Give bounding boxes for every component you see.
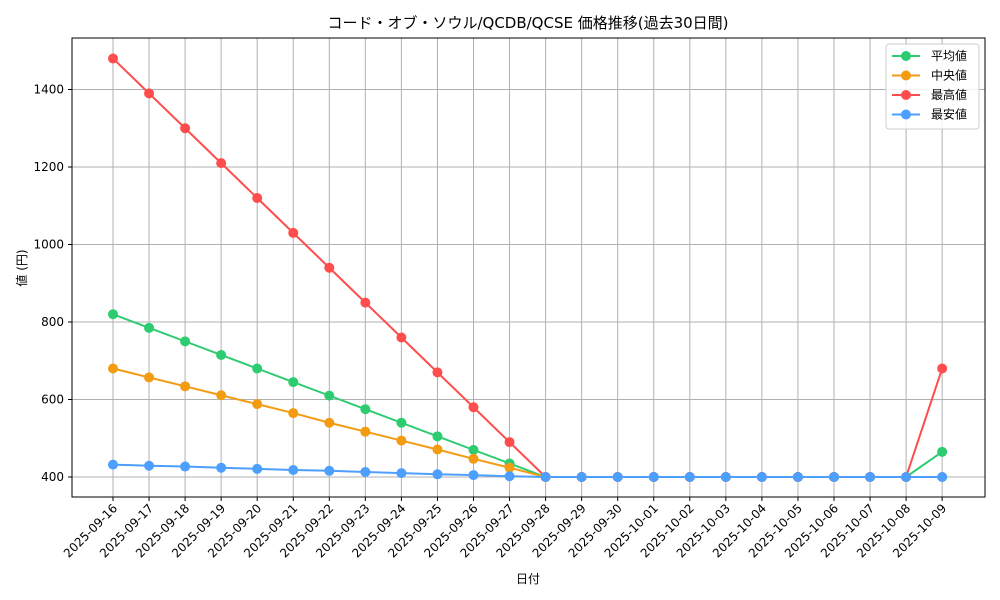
data-point: [468, 453, 479, 464]
data-point: [684, 472, 695, 482]
data-point: [504, 437, 515, 448]
data-point: [252, 363, 263, 374]
data-point: [937, 472, 948, 482]
data-point: [108, 459, 118, 470]
data-point: [829, 472, 839, 482]
data-point: [180, 123, 191, 134]
y-axis-label: 値 (円): [14, 249, 29, 286]
y-tick-label: 400: [41, 470, 64, 484]
data-point: [504, 471, 515, 482]
data-point: [756, 472, 767, 482]
y-tick-label: 1200: [33, 160, 64, 174]
data-point: [144, 322, 155, 333]
chart-title: コード・オブ・ソウル/QCDB/QCSE 価格推移(過去30日間): [327, 14, 728, 32]
data-point: [576, 472, 587, 482]
series-layer: [108, 53, 948, 482]
data-point: [324, 390, 335, 401]
x-axis: 2025-09-162025-09-172025-09-182025-09-19…: [61, 497, 949, 560]
legend-marker-icon: [901, 70, 911, 81]
data-point: [432, 469, 443, 480]
legend-marker-icon: [901, 51, 911, 61]
data-point: [108, 309, 118, 320]
y-tick-label: 600: [41, 393, 64, 407]
y-tick-label: 1400: [33, 83, 64, 97]
data-point: [432, 431, 443, 442]
plot-area-frame: [71, 37, 986, 498]
series-line: [112, 463, 943, 478]
data-point: [360, 297, 371, 308]
data-point: [216, 462, 227, 473]
data-point: [468, 402, 479, 413]
data-point: [396, 332, 407, 343]
series-line: [112, 313, 943, 478]
data-point: [180, 461, 191, 472]
legend-box: [885, 43, 980, 130]
series-line: [112, 57, 944, 478]
y-axis: 400 600 800 1000 1200 1400: [33, 83, 72, 484]
data-point: [324, 262, 335, 273]
data-point: [108, 363, 118, 374]
legend-label: 中央値: [931, 68, 967, 83]
data-point: [288, 227, 299, 238]
data-point: [720, 472, 731, 482]
legend-label: 最高値: [931, 87, 967, 102]
data-point: [180, 381, 191, 392]
data-point: [468, 444, 479, 455]
data-point: [612, 472, 623, 482]
data-point: [937, 363, 948, 374]
data-point: [360, 466, 371, 477]
legend-item: 最安値: [892, 107, 967, 122]
data-point: [396, 417, 407, 428]
data-point: [108, 53, 118, 64]
data-point: [360, 426, 371, 437]
data-point: [252, 399, 263, 410]
data-point: [216, 158, 227, 169]
data-point: [288, 377, 299, 388]
data-point: [504, 462, 515, 473]
data-point: [324, 417, 335, 428]
legend-label: 平均値: [931, 48, 967, 63]
data-point: [648, 472, 659, 482]
data-point: [937, 446, 948, 457]
data-point: [144, 460, 155, 471]
data-point: [468, 470, 479, 481]
data-point: [216, 349, 227, 360]
data-point: [180, 336, 191, 347]
x-axis-label: 日付: [516, 572, 540, 586]
legend-item: 中央値: [892, 68, 967, 83]
data-point: [792, 472, 803, 482]
legend-marker-icon: [901, 90, 911, 100]
data-point: [396, 468, 407, 479]
data-point: [901, 472, 912, 482]
data-point: [432, 444, 443, 455]
data-point: [144, 372, 155, 383]
legend-marker-icon: [901, 109, 911, 120]
data-point: [324, 465, 335, 476]
data-point: [144, 88, 155, 99]
grid-lines: [72, 38, 985, 497]
data-point: [432, 367, 443, 378]
data-point: [252, 463, 263, 474]
data-point: [396, 435, 407, 446]
y-tick-label: 800: [41, 315, 64, 329]
series-最安値: [108, 459, 948, 482]
legend-item: 平均値: [892, 48, 967, 63]
series-最高値: [108, 53, 948, 482]
data-point: [288, 465, 299, 476]
data-point: [288, 408, 299, 419]
data-point: [252, 193, 263, 203]
y-tick-label: 1000: [33, 238, 64, 252]
legend-label: 最安値: [931, 107, 967, 122]
legend-item: 最高値: [892, 87, 967, 102]
data-point: [865, 472, 876, 482]
series-中央値: [108, 363, 948, 482]
data-point: [216, 390, 227, 401]
data-point: [360, 404, 371, 415]
data-point: [540, 472, 551, 482]
series-平均値: [108, 309, 948, 482]
